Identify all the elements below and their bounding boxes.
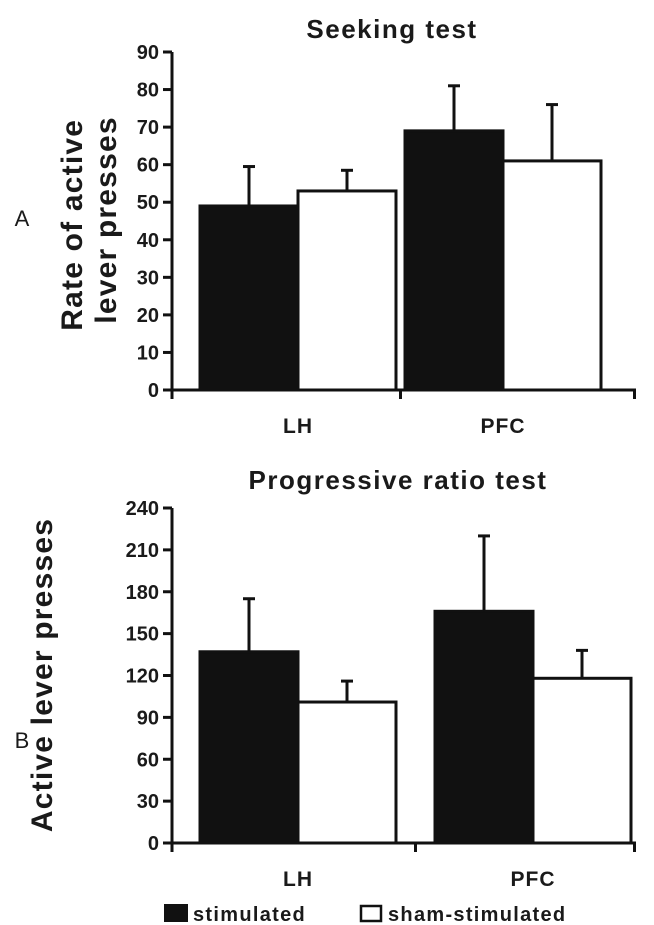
panel-b-errorbar-sham-stimulated-pfc (576, 648, 588, 679)
panel-a-errorbar-stimulated-lh (243, 165, 255, 206)
panel-b-y-tick-label: 150 (126, 624, 159, 646)
panel-a-category-label-pfc: PFC (481, 415, 526, 438)
panel-b-y-tick-label: 180 (126, 582, 159, 604)
panel-a-y-tick-label: 20 (137, 305, 159, 327)
panel-a-title: Seeking test (306, 14, 477, 44)
panel-a-y-tick-label: 10 (137, 342, 159, 364)
panel-b-category-label-lh: LH (283, 868, 313, 891)
legend-swatch-sham-stimulated (359, 904, 383, 923)
panel-b-title: Progressive ratio test (249, 465, 548, 495)
panel-b-errorbar-stimulated-pfc (478, 534, 490, 612)
panel-a-errorbar-sham-stimulated-pfc (546, 103, 558, 161)
panel-b-y-tick-label: 30 (137, 791, 159, 813)
panel-a-y-tick-label: 70 (137, 117, 159, 139)
panel-a-ylabel-line-1: Rate of active (56, 119, 89, 331)
panel-a-axes: 0 10 20 30 40 50 60 70 80 90 LH PFC (137, 42, 636, 438)
panel-b-category-label-pfc: PFC (511, 868, 556, 891)
panel-a-ylabel-line-2: lever presses (90, 116, 123, 323)
panel-b-ylabel: Active lever presses (26, 518, 59, 832)
panel-a-y-tick-label: 0 (148, 380, 159, 402)
panel-b-bar-sham-stimulated-pfc (531, 676, 633, 845)
legend: stimulated sham-stimulated (164, 904, 566, 925)
panel-b-bars (198, 534, 633, 845)
panel-b-y-tick-label: 60 (137, 749, 159, 771)
panel-b-bar-stimulated-pfc (433, 609, 535, 845)
panel-b: Progressive ratio test B Active lever pr… (15, 465, 636, 891)
panel-a-y-tick-label: 90 (137, 42, 159, 64)
panel-a-errorbar-sham-stimulated-lh (341, 168, 353, 191)
panel-a-bar-sham-stimulated-pfc (501, 159, 603, 392)
panel-a: Seeking test A Rate of active lever pres… (15, 14, 636, 438)
panel-a-label: A (15, 206, 30, 231)
panel-b-errorbar-sham-stimulated-lh (341, 679, 353, 703)
panel-b-axes: 0 30 60 90 120 150 180 210 240 LH PFC (126, 498, 636, 891)
panel-b-y-tick-label: 0 (148, 833, 159, 855)
panel-a-bar-stimulated-lh (198, 204, 300, 392)
panel-a-bar-stimulated-pfc (403, 129, 505, 392)
panel-a-bars (198, 84, 603, 392)
legend-label-stimulated: stimulated (193, 904, 306, 925)
panel-b-y-tick-label: 240 (126, 498, 159, 520)
panel-a-ylabel: Rate of active lever presses (56, 109, 123, 330)
panel-b-y-tick-label: 210 (126, 540, 159, 562)
panel-a-y-tick-label: 40 (137, 230, 159, 252)
legend-swatch-stimulated (164, 904, 188, 922)
panel-a-y-tick-label: 30 (137, 267, 159, 289)
panel-b-y-tick-label: 90 (137, 707, 159, 729)
panel-a-category-label-lh: LH (283, 415, 313, 438)
panel-b-bar-stimulated-lh (198, 650, 300, 845)
panel-b-label: B (15, 728, 30, 753)
panel-b-y-tick-label: 120 (126, 666, 159, 688)
panel-b-errorbar-stimulated-lh (243, 597, 255, 652)
panel-a-y-tick-label: 80 (137, 80, 159, 102)
panel-a-y-tick-label: 50 (137, 192, 159, 214)
legend-label-sham-stimulated: sham-stimulated (388, 904, 566, 925)
panel-b-bar-sham-stimulated-lh (296, 700, 398, 845)
panel-a-bar-sham-stimulated-lh (296, 189, 398, 392)
panel-a-errorbar-stimulated-pfc (448, 84, 460, 131)
panel-a-y-tick-label: 60 (137, 155, 159, 177)
